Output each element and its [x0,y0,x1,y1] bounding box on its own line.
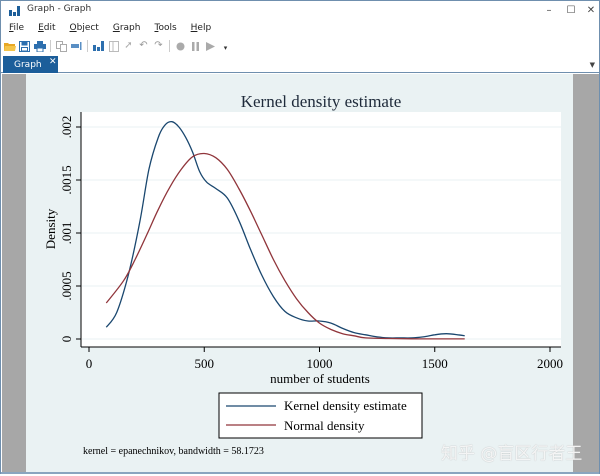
play-icon[interactable] [204,40,217,53]
graph-editor-icon[interactable] [92,40,105,53]
object-browser-icon[interactable] [107,40,120,53]
y-tick-label: .002 [59,116,74,139]
redo-icon[interactable]: ↷ [154,40,163,51]
plot-region [81,112,561,347]
menu-tools[interactable]: Tools [154,23,177,33]
minimize-icon[interactable]: – [546,5,552,16]
menu-edit[interactable]: Edit [38,23,56,33]
watermark: 知乎 @盲区行者王 [441,444,583,464]
kernel-density-line [105,120,465,339]
pause-icon[interactable] [189,40,202,53]
menu-object[interactable]: Object [69,23,99,33]
open-icon[interactable] [3,40,16,53]
undo-icon[interactable]: ↶ [139,40,148,51]
x-tick-label: 2000 [537,356,563,371]
x-axis-ticks: 0 500 1000 1500 2000 [86,347,563,371]
x-tick-label: 1500 [422,356,448,371]
print-icon[interactable] [33,40,46,53]
tab-bar: Graph ✕ ▼ [1,56,599,73]
legend: Kernel density estimate Normal density [218,392,423,439]
x-tick-label: 500 [195,356,215,371]
y-tick-label: 0 [59,336,74,343]
y-axis-label: Density [43,208,58,249]
y-tick-label: .001 [59,222,74,245]
menu-file[interactable]: File [9,23,25,33]
canvas-margin-right [573,74,599,472]
tab-list-dropdown-icon[interactable]: ▼ [589,61,595,69]
chart-title: Kernel density estimate [241,92,402,111]
dropdown-icon[interactable]: ▾ [223,43,228,52]
pointer-icon[interactable]: ➚ [124,40,133,51]
legend-normal-label: Normal density [284,418,365,433]
canvas-margin-left [2,74,26,472]
menu-help[interactable]: Help [190,23,212,33]
menu-bar: File Edit Object Graph Tools Help [1,21,599,37]
toolbar-separator [87,40,88,52]
copy-icon[interactable] [55,40,68,53]
gridlines [82,126,561,340]
kernel-density-chart: 0 .0005 .001 .0015 .002 0 500 1000 1500 2000 Ker… [43,92,563,457]
menu-graph[interactable]: Graph [112,23,141,33]
title-bar: Graph - Graph – ☐ ✕ [1,1,599,21]
normal-density-line [105,152,465,340]
window-bottom-border [1,472,599,474]
tab-graph-label: Graph [14,59,42,70]
x-axis-label: number of students [270,371,370,386]
record-icon[interactable] [174,40,187,53]
kernel-note: kernel = epanechnikov, bandwidth = 58.17… [83,446,264,457]
toolbar: ➚ ↶ ↷ ▾ [3,38,232,54]
save-icon[interactable] [18,40,31,53]
maximize-icon[interactable]: ☐ [566,5,576,16]
x-tick-label: 1000 [307,356,333,371]
graph-canvas: 0 .0005 .001 .0015 .002 0 500 1000 1500 2000 Ker… [26,74,573,472]
window-title: Graph - Graph [27,4,92,14]
y-tick-label: .0015 [59,165,74,194]
tab-graph[interactable]: Graph ✕ [3,56,58,73]
toolbar-separator [169,40,170,52]
minimize-button[interactable] [246,3,262,19]
density-curves [105,120,465,340]
close-icon[interactable]: ✕ [586,5,596,16]
x-tick-label: 0 [86,356,93,371]
tab-close-icon[interactable]: ✕ [49,57,57,67]
legend-kde-label: Kernel density estimate [284,398,407,413]
y-tick-label: .0005 [59,271,74,300]
toolbar-separator [50,40,51,52]
y-axis-ticks: 0 .0005 .001 .0015 .002 [59,116,81,343]
rename-icon[interactable] [70,40,83,53]
app-graph-icon [9,6,20,16]
